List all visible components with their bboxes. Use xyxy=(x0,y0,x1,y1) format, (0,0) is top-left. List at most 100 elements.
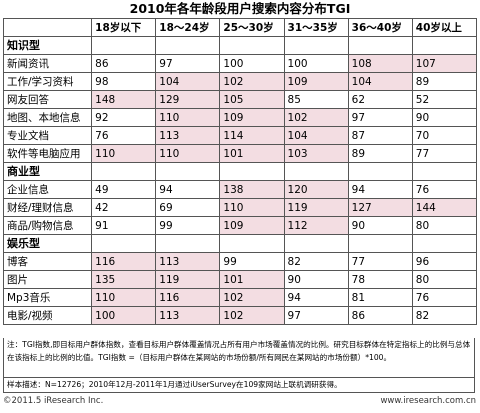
table-row: 图片 135 119 101 90 78 80 xyxy=(2,270,478,289)
tgi-value-cell: 49 xyxy=(91,180,157,199)
tgi-value-cell: 105 xyxy=(219,90,285,109)
copyright-text: ©2011.5 iResearch Inc. xyxy=(3,396,104,406)
column-header: 36～40岁 xyxy=(347,18,413,37)
tgi-value-cell: 86 xyxy=(347,306,413,325)
tgi-value-cell: 110 xyxy=(219,198,285,217)
category-empty-cell xyxy=(283,234,349,253)
tgi-value-cell: 90 xyxy=(347,216,413,235)
table-row: Mp3音乐 110 116 102 94 81 76 xyxy=(2,288,478,307)
tgi-value-cell: 113 xyxy=(155,306,221,325)
tgi-value-cell: 77 xyxy=(411,144,478,163)
tgi-value-cell: 144 xyxy=(411,198,478,217)
table-row: 企业信息 49 94 138 120 94 76 xyxy=(2,180,478,199)
tgi-value-cell: 135 xyxy=(91,270,157,289)
category-label: 商业型 xyxy=(2,162,93,181)
category-empty-cell xyxy=(219,162,285,181)
column-header: 18岁以下 xyxy=(91,18,157,37)
tgi-value-cell: 99 xyxy=(219,252,285,271)
table-row: 商品/购物信息 91 99 109 112 90 80 xyxy=(2,216,478,235)
category-empty-cell xyxy=(155,36,221,55)
table-row: 软件等电脑应用 110 110 101 103 89 77 xyxy=(2,144,478,163)
tgi-value-cell: 102 xyxy=(219,288,285,307)
row-label: 网友回答 xyxy=(2,90,93,109)
tgi-value-cell: 102 xyxy=(219,72,285,91)
category-empty-cell xyxy=(91,162,157,181)
chart-title: 2010年各年龄段用户搜索内容分布TGI xyxy=(129,1,351,16)
tgi-table: 18岁以下 18～24岁 25～30岁 31～35岁 36～40岁 40岁以上 … xyxy=(2,18,478,325)
tgi-value-cell: 116 xyxy=(91,252,157,271)
tgi-value-cell: 110 xyxy=(155,144,221,163)
row-label: 企业信息 xyxy=(2,180,93,199)
category-row: 知识型 xyxy=(2,36,478,55)
tgi-value-cell: 99 xyxy=(155,216,221,235)
tgi-value-cell: 82 xyxy=(411,306,478,325)
tgi-value-cell: 89 xyxy=(411,72,478,91)
tgi-value-cell: 87 xyxy=(347,126,413,145)
tgi-value-cell: 104 xyxy=(155,72,221,91)
tgi-value-cell: 89 xyxy=(347,144,413,163)
tgi-value-cell: 148 xyxy=(91,90,157,109)
category-empty-cell xyxy=(91,36,157,55)
header-row: 18岁以下 18～24岁 25～30岁 31～35岁 36～40岁 40岁以上 xyxy=(2,18,478,37)
tgi-value-cell: 104 xyxy=(347,72,413,91)
tgi-value-cell: 101 xyxy=(219,144,285,163)
tgi-value-cell: 98 xyxy=(91,72,157,91)
tgi-value-cell: 81 xyxy=(347,288,413,307)
tgi-value-cell: 94 xyxy=(283,288,349,307)
row-label: 电影/视频 xyxy=(2,306,93,325)
tgi-value-cell: 116 xyxy=(155,288,221,307)
tgi-value-cell: 129 xyxy=(155,90,221,109)
tgi-value-cell: 92 xyxy=(91,108,157,127)
row-label: 新闻资讯 xyxy=(2,54,93,73)
row-label: 博客 xyxy=(2,252,93,271)
table-row: 电影/视频 100 113 102 97 86 82 xyxy=(2,306,478,325)
tgi-value-cell: 113 xyxy=(155,252,221,271)
tgi-value-cell: 97 xyxy=(155,54,221,73)
category-empty-cell xyxy=(91,234,157,253)
category-empty-cell xyxy=(219,36,285,55)
tgi-value-cell: 69 xyxy=(155,198,221,217)
category-empty-cell xyxy=(283,162,349,181)
corner-cell xyxy=(2,18,93,37)
sample-description: 样本描述：N=12726；2010年12月-2011年1月通过iUserSurv… xyxy=(3,378,475,393)
tgi-value-cell: 110 xyxy=(155,108,221,127)
tgi-value-cell: 109 xyxy=(283,72,349,91)
tgi-value-cell: 119 xyxy=(283,198,349,217)
tgi-value-cell: 70 xyxy=(411,126,478,145)
category-row: 商业型 xyxy=(2,162,478,181)
row-label: 图片 xyxy=(2,270,93,289)
tgi-value-cell: 114 xyxy=(219,126,285,145)
category-empty-cell xyxy=(347,234,413,253)
website-link[interactable]: www.iresearch.com.cn xyxy=(380,396,476,406)
tgi-value-cell: 85 xyxy=(283,90,349,109)
tgi-value-cell: 77 xyxy=(347,252,413,271)
category-empty-cell xyxy=(219,234,285,253)
tgi-value-cell: 78 xyxy=(347,270,413,289)
tgi-value-cell: 86 xyxy=(91,54,157,73)
tgi-value-cell: 76 xyxy=(411,288,478,307)
tgi-value-cell: 90 xyxy=(411,108,478,127)
tgi-value-cell: 52 xyxy=(411,90,478,109)
tgi-value-cell: 104 xyxy=(283,126,349,145)
tgi-value-cell: 119 xyxy=(155,270,221,289)
tgi-value-cell: 76 xyxy=(411,180,478,199)
category-empty-cell xyxy=(347,162,413,181)
tgi-value-cell: 100 xyxy=(91,306,157,325)
table-row: 专业文档 76 113 114 104 87 70 xyxy=(2,126,478,145)
row-label: 商品/购物信息 xyxy=(2,216,93,235)
column-header: 25～30岁 xyxy=(219,18,285,37)
tgi-value-cell: 82 xyxy=(283,252,349,271)
column-header: 31～35岁 xyxy=(283,18,349,37)
tgi-value-cell: 91 xyxy=(91,216,157,235)
tgi-value-cell: 120 xyxy=(283,180,349,199)
tgi-value-cell: 138 xyxy=(219,180,285,199)
row-label: 地图、本地信息 xyxy=(2,108,93,127)
tgi-value-cell: 102 xyxy=(219,306,285,325)
tgi-value-cell: 97 xyxy=(283,306,349,325)
tgi-value-cell: 102 xyxy=(283,108,349,127)
tgi-value-cell: 108 xyxy=(347,54,413,73)
category-label: 知识型 xyxy=(2,36,93,55)
tgi-value-cell: 90 xyxy=(283,270,349,289)
tgi-value-cell: 109 xyxy=(219,216,285,235)
